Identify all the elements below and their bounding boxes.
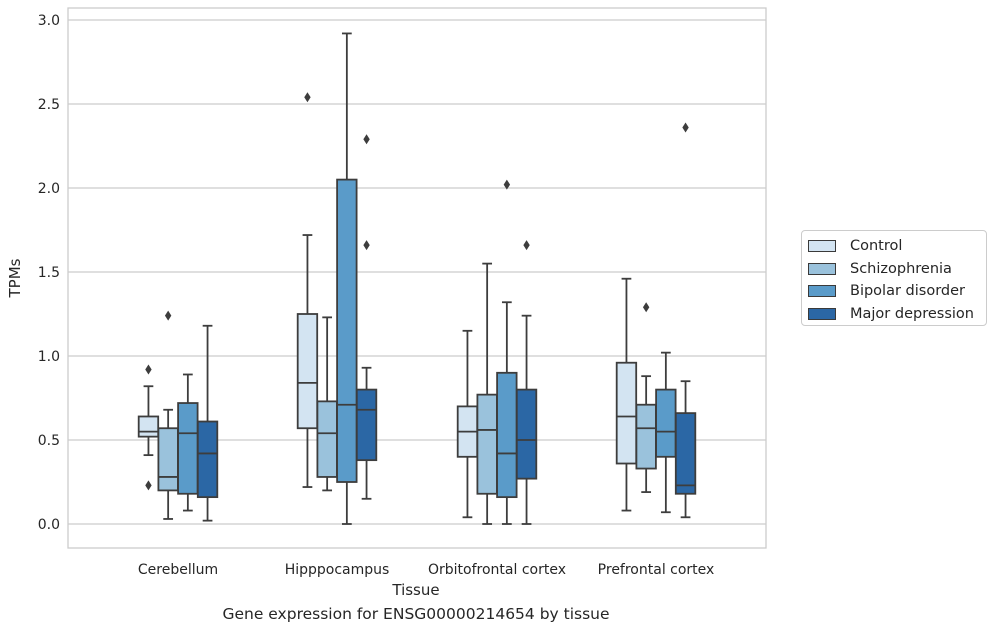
x-tick-label: Prefrontal cortex xyxy=(598,562,715,578)
plot-frame xyxy=(67,7,767,549)
legend-swatch xyxy=(808,285,836,298)
box-bipolar-disorder xyxy=(177,373,199,512)
box-iqr xyxy=(635,403,657,470)
legend-item: Major depression xyxy=(808,303,986,326)
legend-item: Schizophrenia xyxy=(808,258,986,281)
box-iqr xyxy=(336,178,358,483)
legend-label: Major depression xyxy=(850,305,974,322)
y-tick-label: 1.0 xyxy=(38,349,60,365)
outlier-point xyxy=(304,92,311,103)
box-iqr xyxy=(177,402,199,495)
y-tick-labels: 0.0 0.5 1.0 1.5 2.0 2.5 3.0 xyxy=(38,13,60,533)
box-bipolar-disorder xyxy=(336,32,358,525)
box-iqr xyxy=(515,388,538,480)
box-control xyxy=(296,92,319,488)
outlier-point xyxy=(642,302,650,313)
box-iqr xyxy=(137,415,160,438)
outlier-point xyxy=(523,240,530,251)
y-axis-label: TPMs xyxy=(6,258,24,298)
box-control xyxy=(456,329,479,519)
box-schizophrenia xyxy=(635,302,657,493)
box-iqr xyxy=(196,420,219,499)
legend-item: Bipolar disorder xyxy=(808,280,986,303)
box-iqr xyxy=(496,371,518,499)
box-bipolar-disorder xyxy=(496,179,518,525)
box-iqr xyxy=(296,313,319,430)
box-schizophrenia xyxy=(157,310,179,520)
y-tick-label: 0.0 xyxy=(38,517,60,533)
legend: Control Schizophrenia Bipolar disorder Majo… xyxy=(801,230,987,326)
outlier-point xyxy=(145,480,152,491)
box-major-depression xyxy=(196,324,219,522)
y-tick-label: 1.5 xyxy=(38,265,60,281)
outlier-point xyxy=(682,122,689,133)
box-major-depression xyxy=(674,122,697,519)
legend-swatch xyxy=(808,262,836,275)
y-tick-label: 2.5 xyxy=(38,97,60,113)
boxes xyxy=(137,32,697,525)
legend-swatch xyxy=(808,307,836,320)
box-iqr xyxy=(316,400,338,478)
box-bipolar-disorder xyxy=(655,351,677,514)
y-tick-label: 0.5 xyxy=(38,433,60,449)
box-schizophrenia xyxy=(316,316,338,492)
box-iqr xyxy=(476,393,498,495)
y-tick-label: 2.0 xyxy=(38,181,60,197)
box-schizophrenia xyxy=(476,262,498,525)
x-tick-label: Hipppocampus xyxy=(285,562,390,578)
box-iqr xyxy=(674,412,697,495)
box-iqr xyxy=(157,427,179,492)
legend-label: Schizophrenia xyxy=(850,260,952,277)
legend-item: Control xyxy=(808,235,986,258)
outlier-point xyxy=(363,134,370,145)
box-iqr xyxy=(615,361,638,465)
outlier-point xyxy=(164,310,172,321)
box-control xyxy=(615,277,638,512)
x-tick-labels: Cerebellum Hipppocampus Orbitofrontal cort… xyxy=(138,562,714,578)
outlier-point xyxy=(363,240,370,251)
chart-caption: Gene expression for ENSG00000214654 by t… xyxy=(222,605,610,623)
box-major-depression xyxy=(355,134,378,500)
outlier-point xyxy=(503,179,511,190)
outlier-point xyxy=(145,364,152,375)
y-tick-label: 3.0 xyxy=(38,13,60,29)
legend-swatch xyxy=(808,240,836,253)
box-major-depression xyxy=(515,240,538,525)
legend-label: Control xyxy=(850,238,903,255)
x-tick-label: Cerebellum xyxy=(138,562,218,578)
x-tick-label: Orbitofrontal cortex xyxy=(428,562,566,578)
x-axis-label: Tissue xyxy=(391,581,439,599)
legend-label: Bipolar disorder xyxy=(850,283,965,300)
box-iqr xyxy=(355,388,378,462)
box-iqr xyxy=(655,388,677,458)
box-control xyxy=(137,364,160,491)
